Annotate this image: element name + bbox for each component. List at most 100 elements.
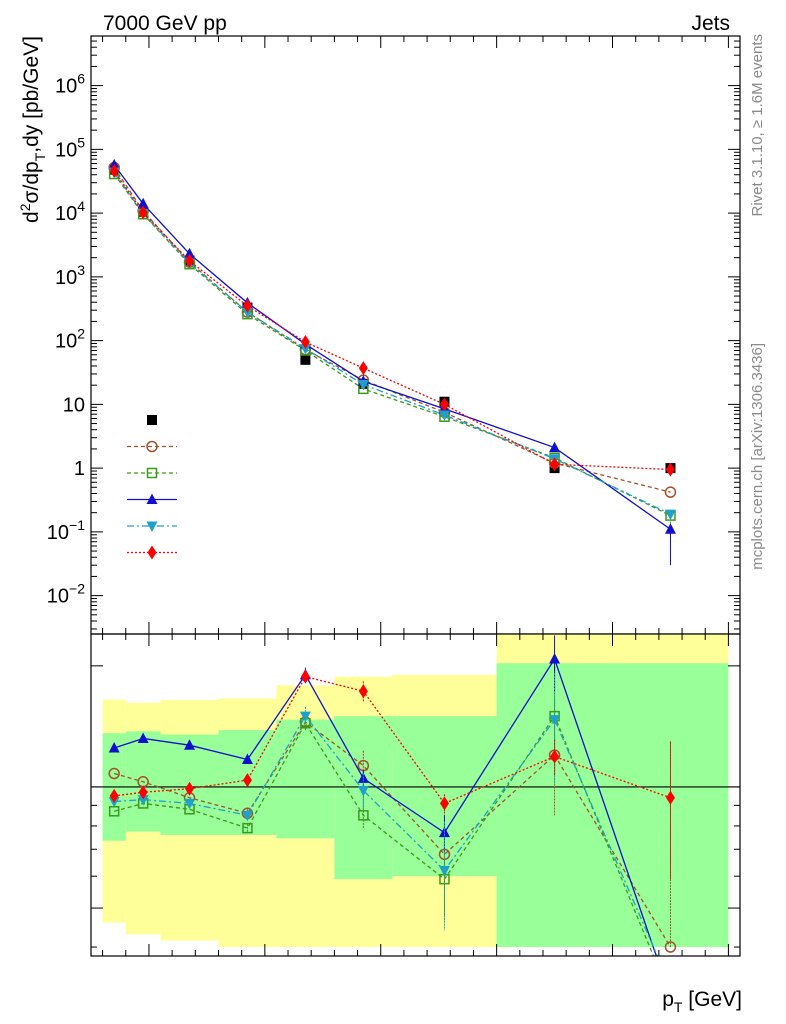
main-point <box>300 354 311 365</box>
legend-marker <box>146 467 158 479</box>
main-point <box>358 361 368 376</box>
ratio-point <box>300 669 310 684</box>
y-tick-base: 10 <box>55 203 77 225</box>
main-point <box>664 523 676 534</box>
y-tick-exponent: −1 <box>69 517 85 533</box>
main-point <box>357 379 369 391</box>
y-tick-label: 105 <box>55 134 85 161</box>
main-series-line <box>113 170 671 471</box>
ratio-series-sherpa-2-2-9-default <box>109 669 675 880</box>
ratio-point <box>242 822 253 834</box>
ratio-series-line <box>114 714 655 956</box>
legend-item <box>147 415 157 425</box>
y-tick-label: 104 <box>55 198 85 225</box>
main-point <box>664 509 676 521</box>
ratio-point <box>299 711 311 723</box>
ratio-y-ticks <box>91 665 740 948</box>
legend-item <box>127 440 177 453</box>
y-tick-base: 10 <box>55 331 77 353</box>
main-point <box>137 197 149 209</box>
ratio-point <box>665 790 675 805</box>
ratio-point <box>138 785 148 800</box>
x-ticks <box>102 36 729 956</box>
y-tick-exponent: 6 <box>77 71 85 87</box>
ratio-point <box>242 773 252 788</box>
y-tick-base: 10 <box>47 586 69 608</box>
ratio-point <box>108 741 120 753</box>
y-tick-label: 10−1 <box>47 517 85 544</box>
ratio-point <box>438 865 450 877</box>
ratio-point <box>550 749 560 764</box>
y-tick-exponent: −2 <box>69 581 85 597</box>
main-point <box>550 457 560 472</box>
ratio-point <box>549 653 561 664</box>
main-series-line <box>113 173 671 517</box>
main-series-line <box>113 171 671 515</box>
legend <box>127 415 177 560</box>
y-tick-label: 1 <box>74 458 85 480</box>
legend-item <box>127 493 177 504</box>
main-point <box>665 462 675 477</box>
y-axis-label: d2σ/dpT,dy [pb/GeV] <box>17 36 48 223</box>
ratio-point <box>549 715 561 726</box>
x-axis-label-part: p <box>662 988 674 1011</box>
main-point <box>242 298 252 313</box>
ratio-point <box>137 732 149 743</box>
main-series-sherpa-2-2-9-default <box>109 163 675 477</box>
main-point <box>109 163 119 178</box>
ratio-point <box>358 810 369 821</box>
y-tick-label: 10 <box>63 394 85 416</box>
main-series-pythia-8-308-vincia-default <box>108 167 676 521</box>
mcplots-label: mcplots.cern.ch [arXiv:1306.3436] <box>749 343 766 570</box>
band-1sigma-4 <box>276 719 335 839</box>
y-tick-base: 1 <box>74 458 85 480</box>
main-series-herwig-7-2-1-default <box>108 168 676 547</box>
main-point <box>549 441 561 453</box>
ratio-point <box>241 810 253 822</box>
y-axis-label-part: σ/dp <box>20 161 43 203</box>
legend-marker <box>147 545 157 560</box>
y-axis-label-part: T <box>32 152 48 161</box>
legend-item <box>127 545 177 560</box>
ratio-point <box>185 781 195 796</box>
rivet-label: Rivet 3.1.10, ≥ 1.6M events <box>749 34 766 217</box>
y-tick-exponent: 5 <box>77 134 85 150</box>
main-point <box>300 335 310 350</box>
y-tick-label: 10−2 <box>47 581 85 608</box>
main-point <box>664 486 677 498</box>
main-data <box>108 158 677 566</box>
legend-item <box>127 467 177 479</box>
ratio-point <box>184 739 196 750</box>
ratio-point <box>137 795 149 806</box>
y-axis-label-part: ,dy [pb/GeV] <box>20 36 43 153</box>
y-tick-base: 10 <box>47 522 69 544</box>
ratio-point <box>184 798 196 810</box>
y-tick-base: 10 <box>55 76 77 98</box>
main-series-herwig-2-7-1-default <box>108 161 677 498</box>
y-axis-label-part: d <box>20 211 43 223</box>
main-point <box>439 397 449 412</box>
y-axis-label-part: 2 <box>17 203 33 211</box>
ratio-frame <box>90 633 741 957</box>
y-tick-label: 106 <box>55 71 85 98</box>
main-point <box>185 253 195 268</box>
y-tick-exponent: 2 <box>77 326 85 342</box>
main-point <box>184 247 196 259</box>
ratio-point <box>357 785 369 797</box>
main-series-atlas <box>109 164 676 474</box>
main-point <box>438 410 450 422</box>
x-axis-label-part: T <box>674 999 683 1015</box>
ratio-point <box>664 941 677 953</box>
x-axis-label-part: [GeV] <box>682 988 742 1011</box>
x-axis-label: pT [GeV] <box>662 988 742 1015</box>
header-left: 7000 GeV pp <box>103 12 227 35</box>
legend-marker <box>146 521 158 532</box>
legend-marker <box>147 415 157 425</box>
y-tick-label: 102 <box>55 326 85 353</box>
y-tick-base: 10 <box>63 394 85 416</box>
main-series-pythia-8-308-default <box>108 158 676 566</box>
main-ticks <box>91 35 740 630</box>
y-tick-exponent: 4 <box>77 198 85 214</box>
main-series-line <box>113 167 671 493</box>
